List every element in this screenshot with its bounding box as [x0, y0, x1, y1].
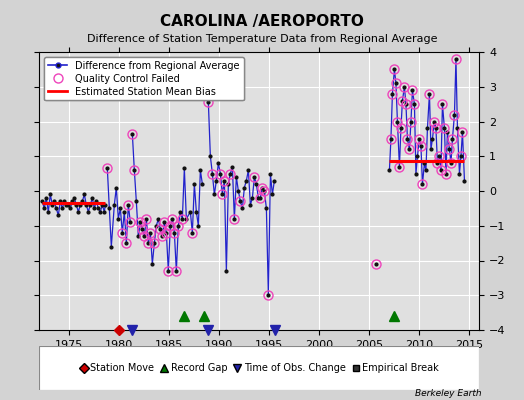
- Legend: Difference from Regional Average, Quality Control Failed, Estimated Station Mean: Difference from Regional Average, Qualit…: [44, 57, 244, 100]
- Text: Difference of Station Temperature Data from Regional Average: Difference of Station Temperature Data f…: [87, 34, 437, 44]
- Text: Berkeley Earth: Berkeley Earth: [416, 389, 482, 398]
- Text: CAROLINA /AEROPORTO: CAROLINA /AEROPORTO: [160, 14, 364, 29]
- FancyBboxPatch shape: [39, 346, 479, 390]
- Legend: Station Move, Record Gap, Time of Obs. Change, Empirical Break: Station Move, Record Gap, Time of Obs. C…: [77, 360, 442, 376]
